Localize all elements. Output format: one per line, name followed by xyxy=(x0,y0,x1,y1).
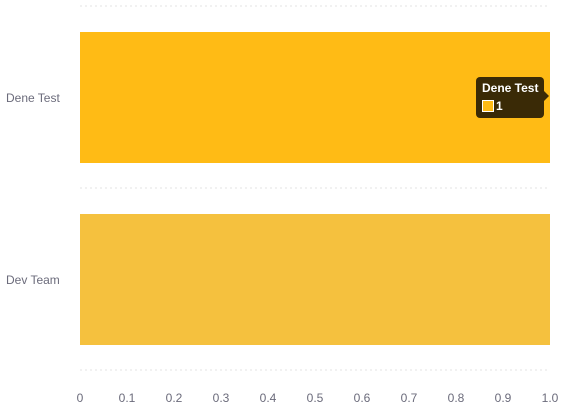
x-tick-label: 1.0 xyxy=(542,391,559,405)
x-tick-label: 0.3 xyxy=(213,391,230,405)
bar-dene-test[interactable] xyxy=(80,32,550,163)
x-tick-label: 0.7 xyxy=(401,391,418,405)
x-tick-label: 0.1 xyxy=(119,391,136,405)
x-tick-label: 0.9 xyxy=(495,391,512,405)
x-tick-label: 0.2 xyxy=(166,391,183,405)
bars xyxy=(80,32,550,345)
tooltip-title: Dene Test xyxy=(482,81,539,95)
bar-dev-team[interactable] xyxy=(80,214,550,345)
chart-tooltip: Dene Test 1 xyxy=(476,77,549,118)
grid-lines xyxy=(80,5,550,371)
category-label-dene-test: Dene Test xyxy=(6,91,60,105)
x-tick-label: 0.5 xyxy=(307,391,324,405)
x-tick-label: 0.6 xyxy=(354,391,371,405)
x-tick-label: 0.4 xyxy=(260,391,277,405)
tooltip-color-swatch xyxy=(482,100,494,112)
x-axis-ticks: 0 0.1 0.2 0.3 0.4 0.5 0.6 0.7 0.8 0.9 1.0 xyxy=(77,391,559,405)
tooltip-value: 1 xyxy=(496,99,503,113)
category-label-dev-team: Dev Team xyxy=(6,273,60,287)
x-tick-label: 0.8 xyxy=(448,391,465,405)
tooltip-caret xyxy=(544,91,549,101)
x-tick-label: 0 xyxy=(77,391,84,405)
